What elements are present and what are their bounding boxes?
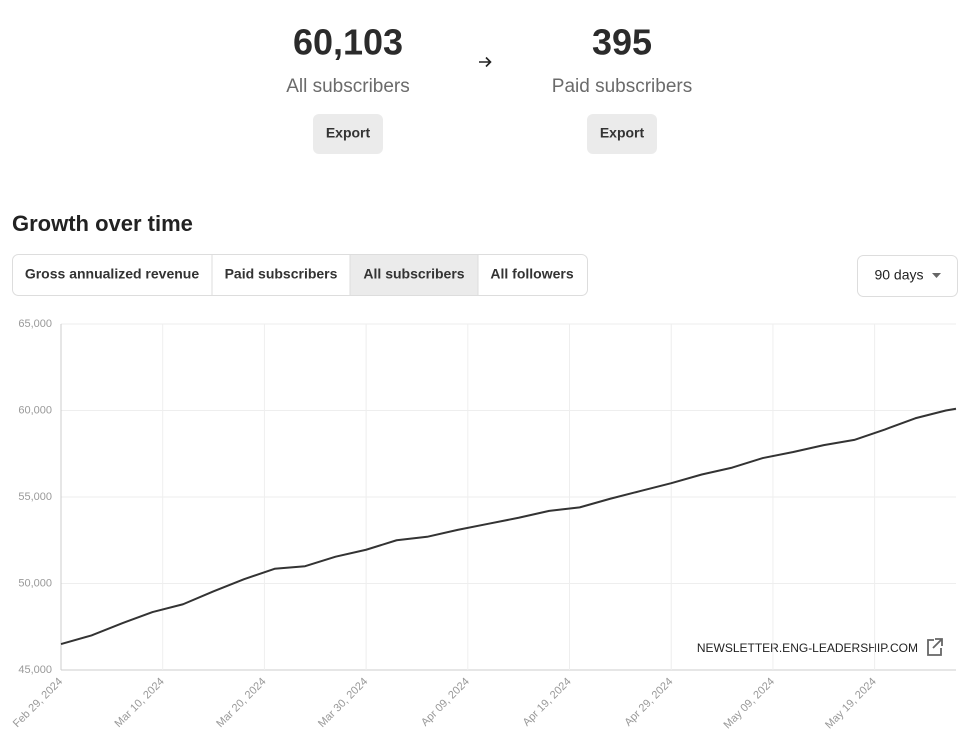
- dropdown-caret: [932, 273, 941, 278]
- y-tick-label: 65,000: [18, 318, 52, 330]
- x-tick-label: Apr 29, 2024: [622, 676, 675, 729]
- y-tick-label: 50,000: [18, 577, 52, 589]
- export-button[interactable]: [587, 114, 657, 154]
- x-tick-label: Apr 09, 2024: [419, 676, 472, 729]
- x-tick-label: Mar 20, 2024: [214, 676, 268, 730]
- x-tick-label: May 09, 2024: [721, 676, 777, 732]
- stat-label: All subscribers: [286, 76, 410, 97]
- tab[interactable]: [478, 255, 587, 295]
- y-tick-label: 60,000: [18, 404, 52, 416]
- x-tick-label: Mar 10, 2024: [113, 676, 167, 730]
- stat-label: Paid subscribers: [552, 76, 692, 97]
- external-link-icon: [927, 638, 943, 656]
- tab-label[interactable]: Gross annualized revenue: [25, 266, 199, 282]
- x-tick-label: Apr 19, 2024: [521, 676, 574, 729]
- x-tick-label: Mar 30, 2024: [316, 676, 370, 730]
- stat-value: 60,103: [293, 22, 403, 63]
- stat-value: 395: [592, 22, 652, 63]
- tab[interactable]: [13, 255, 212, 295]
- export-button-label[interactable]: Export: [326, 125, 371, 141]
- export-button[interactable]: [313, 114, 383, 154]
- tab-group: Gross annualized revenue Paid subscriber…: [12, 254, 588, 296]
- x-tick-label: May 19, 2024: [823, 676, 879, 732]
- x-tick-label: Feb 29, 2024: [11, 676, 65, 730]
- tab-border: [12, 254, 588, 296]
- arrow-icon: [479, 56, 492, 68]
- tab-label[interactable]: All subscribers: [363, 266, 464, 282]
- tab[interactable]: [350, 255, 478, 295]
- tab[interactable]: [212, 255, 350, 295]
- chart-title: Growth over time: [12, 211, 193, 236]
- chart: 45,000 50,000 55,000 60,000 65,000 Feb 29, 20…: [11, 318, 957, 732]
- export-button-label[interactable]: Export: [600, 125, 645, 141]
- y-tick-label: 45,000: [18, 664, 52, 676]
- range-dropdown[interactable]: [857, 255, 958, 297]
- y-tick-label: 55,000: [18, 491, 52, 503]
- watermark: NEWSLETTER.ENG-LEADERSHIP.COM: [697, 641, 918, 655]
- tab-label[interactable]: All followers: [490, 266, 573, 282]
- series-line: [60, 407, 957, 646]
- range-dropdown-label[interactable]: 90 days: [874, 267, 923, 283]
- tab-label[interactable]: Paid subscribers: [225, 266, 338, 282]
